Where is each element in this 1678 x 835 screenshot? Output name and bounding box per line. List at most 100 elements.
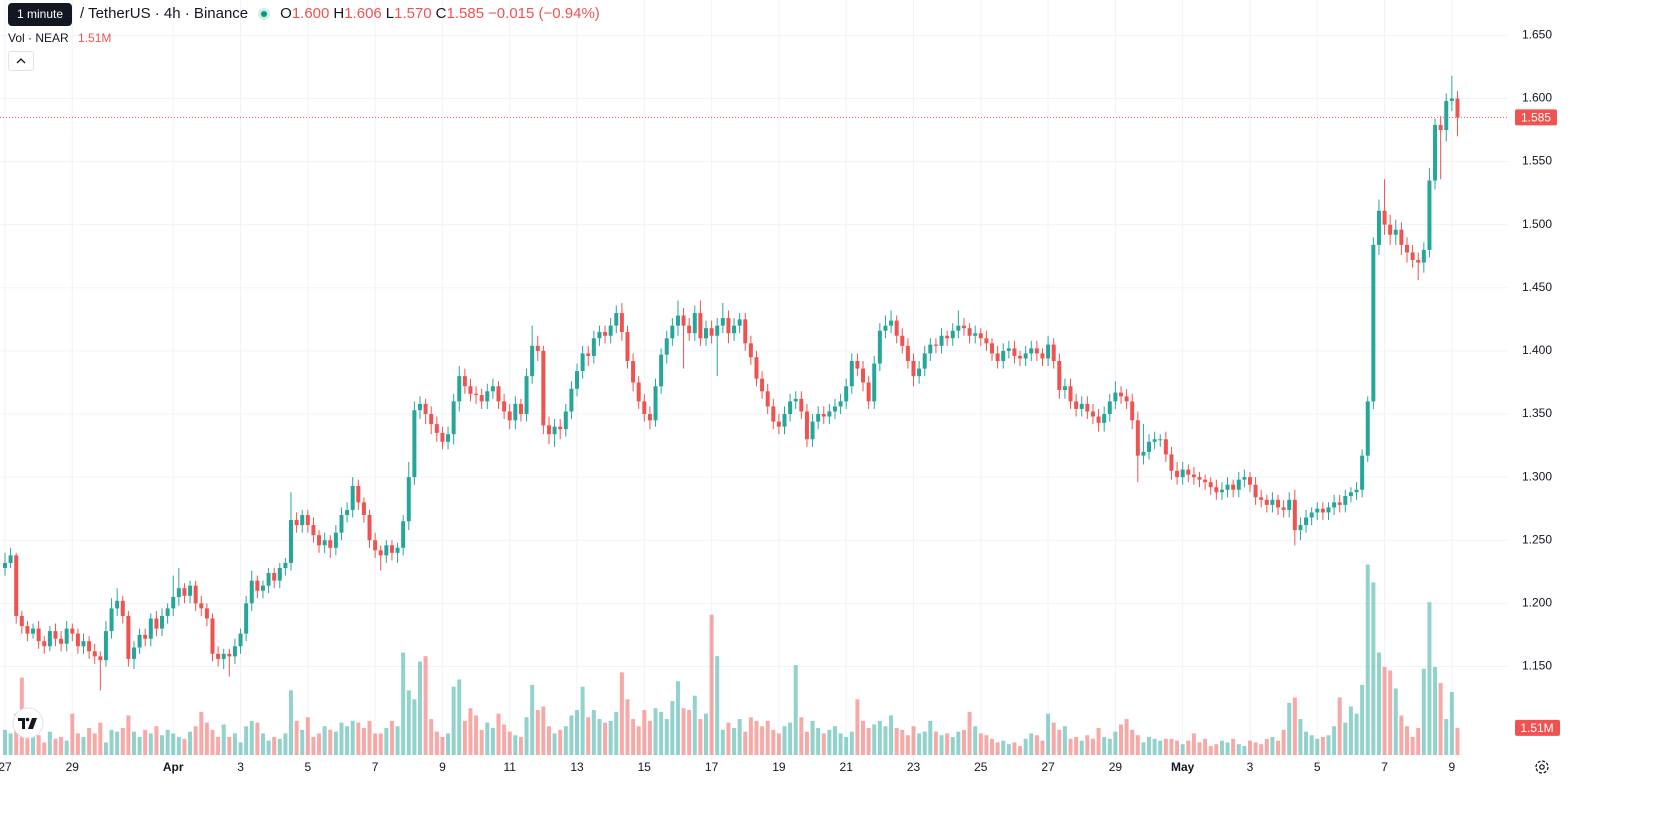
candle-body	[148, 618, 153, 639]
candle-body	[1107, 401, 1112, 415]
ohlc-value: 1.570	[394, 5, 432, 22]
volume-bar	[1040, 740, 1045, 755]
x-tick-label: 9	[439, 760, 446, 774]
volume-bar	[378, 733, 383, 755]
candle-body	[311, 525, 316, 536]
symbol-title[interactable]: / TetherUS · 4h · Binance	[80, 5, 249, 22]
candle-body	[978, 333, 983, 339]
candle-body	[889, 320, 894, 326]
candle-body	[552, 426, 557, 435]
settings-button[interactable]	[1535, 760, 1549, 774]
volume-bar	[322, 726, 327, 755]
volume-bar	[81, 737, 86, 755]
volume-bar	[154, 726, 159, 755]
y-tick-label: 1.200	[1522, 596, 1552, 610]
volume-bar	[1292, 697, 1297, 755]
x-tick-label: 3	[1247, 760, 1254, 774]
market-status-icon[interactable]	[258, 7, 271, 20]
candle-body	[176, 588, 181, 598]
candle-body	[1315, 508, 1320, 513]
candle-body	[356, 485, 361, 503]
candle-body	[1219, 489, 1224, 493]
candle-body	[933, 344, 938, 346]
volume-bar	[1046, 713, 1051, 755]
volume-study-name[interactable]: Vol · NEAR	[8, 31, 69, 45]
volume-bar	[1062, 726, 1067, 755]
volume-bar	[3, 729, 7, 755]
volume-bar	[1348, 706, 1353, 755]
volume-bar	[1124, 719, 1129, 755]
candle-body	[849, 360, 854, 387]
candle-body	[479, 395, 484, 402]
volume-bar	[1051, 722, 1056, 755]
candle-body	[1040, 353, 1045, 359]
candle-body	[53, 631, 58, 639]
candle-body	[1208, 482, 1213, 488]
volume-bar	[782, 726, 787, 755]
volume-bar	[1410, 737, 1415, 755]
volume-bar	[1354, 713, 1359, 755]
candle-body	[1068, 386, 1073, 402]
candle-body	[289, 520, 294, 563]
candle-body	[967, 328, 972, 336]
volume-bar	[1057, 729, 1062, 755]
volume-bar	[995, 742, 1000, 755]
gear-hub	[1539, 764, 1545, 770]
volume-bar	[1147, 737, 1152, 755]
candle-body	[216, 653, 221, 659]
candle-body	[961, 325, 966, 329]
volume-bar	[636, 726, 641, 755]
volume-bar	[1309, 735, 1314, 755]
volume-bar	[1455, 727, 1460, 755]
volume-bar	[148, 733, 153, 755]
volume-bar	[1421, 668, 1426, 755]
candle-body	[1057, 360, 1062, 391]
candle-body	[502, 401, 507, 412]
volume-bar	[776, 733, 781, 755]
candle-body	[1018, 355, 1023, 359]
volume-bar	[395, 726, 400, 755]
volume-bar	[1175, 740, 1180, 755]
candle-body	[782, 414, 787, 427]
candle-body	[591, 338, 596, 356]
volume-bar	[1214, 744, 1219, 755]
chevron-icon	[16, 58, 26, 64]
candle-body	[810, 421, 815, 440]
volume-bar	[1405, 726, 1409, 755]
volume-bar	[687, 710, 692, 755]
candle-body	[417, 403, 422, 411]
candle-body	[715, 325, 720, 336]
volume-bar	[1281, 729, 1286, 755]
candle-body	[457, 376, 462, 402]
candle-body	[1292, 499, 1297, 531]
collapse-button[interactable]	[8, 51, 34, 71]
candle-body	[911, 360, 916, 377]
volume-bar	[25, 726, 30, 755]
volume-bar	[1360, 684, 1365, 755]
candle-body	[255, 580, 260, 591]
candle-body	[990, 343, 995, 354]
volume-bar	[591, 710, 596, 755]
volume-bar	[793, 665, 798, 755]
volume-bar	[642, 710, 647, 755]
candle-body	[92, 651, 97, 657]
candle-body	[1001, 350, 1006, 361]
volume-bar	[1203, 738, 1208, 755]
volume-bar	[1118, 724, 1123, 755]
logo-bg	[12, 707, 44, 739]
candle-body	[1410, 252, 1415, 261]
candle-body	[698, 313, 703, 339]
candle-body	[1147, 441, 1152, 452]
candle-body	[47, 631, 52, 647]
volume-bar	[664, 719, 669, 755]
candle-body	[922, 353, 927, 369]
volume-bar	[317, 733, 322, 755]
x-tick-label: 3	[237, 760, 244, 774]
volume-bar	[260, 733, 265, 755]
volume-bar	[1388, 670, 1393, 755]
candle-body	[664, 338, 669, 355]
y-tick-label: 1.400	[1522, 343, 1552, 357]
candle-body	[1427, 180, 1432, 250]
y-tick-label: 1.350	[1522, 406, 1552, 420]
